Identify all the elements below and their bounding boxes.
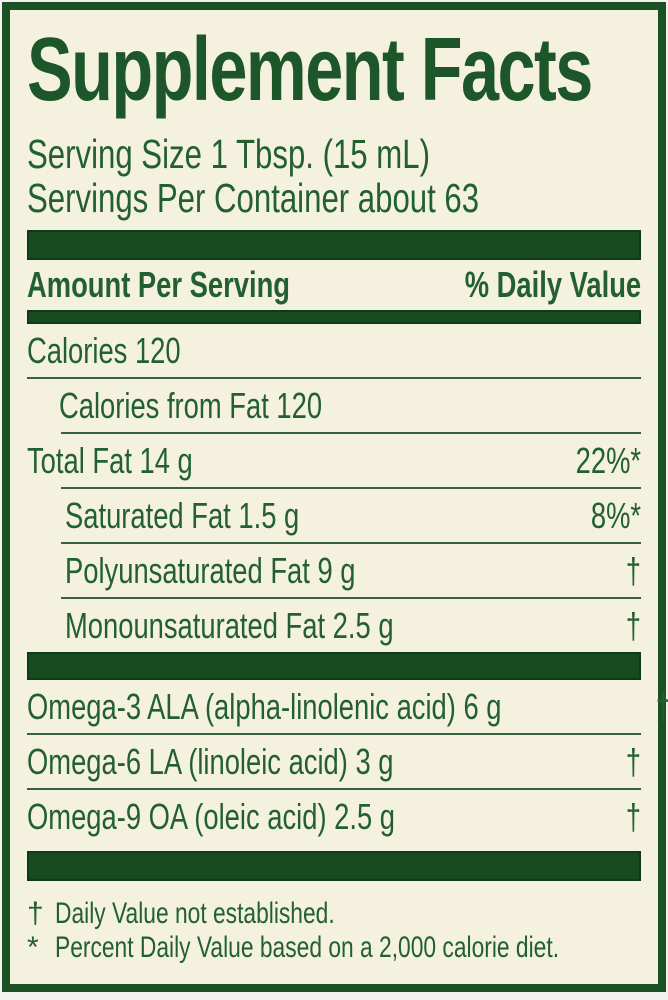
row-divider — [27, 733, 641, 735]
nutrient-row: Total Fat 14 g 22%* — [27, 434, 641, 487]
row-divider — [27, 377, 641, 379]
nutrient-value: † — [656, 686, 668, 728]
footnote-symbol: * — [27, 931, 39, 964]
row-divider — [61, 597, 641, 599]
footnote-symbol: † — [27, 897, 44, 930]
nutrient-row: Saturated Fat 1.5 g 8%* — [27, 489, 641, 542]
nutrient-row: Omega-6 LA (linoleic acid) 3 g † — [27, 735, 641, 788]
row-divider — [61, 487, 641, 489]
nutrient-name: Saturated Fat 1.5 g — [65, 494, 300, 536]
nutrient-name: Total Fat 14 g — [27, 439, 193, 481]
separator-bar-top — [27, 230, 641, 260]
footnote: * Percent Daily Value based on a 2,000 ca… — [27, 931, 641, 965]
nutrient-value: † — [625, 795, 641, 837]
footnote-text: Percent Daily Value based on a 2,000 cal… — [55, 931, 560, 964]
column-header-row: Amount Per Serving % Daily Value — [27, 260, 641, 310]
nutrient-rows: Calories 120 Calories from Fat 120 Total F… — [27, 324, 668, 881]
nutrient-value: 8%* — [590, 494, 641, 536]
servings-per-container: Servings Per Container about 63 — [27, 175, 480, 221]
separator-bar — [27, 851, 641, 881]
nutrient-name: Omega-9 OA (oleic acid) 2.5 g — [27, 795, 396, 837]
footnote: † Daily Value not established. — [27, 897, 641, 931]
nutrient-row: Calories 120 — [27, 324, 641, 377]
separator-bar-header — [27, 310, 641, 324]
nutrient-row: Omega-3 ALA (alpha-linolenic acid) 6 g † — [27, 680, 668, 733]
serving-size: Serving Size 1 Tbsp. (15 mL) — [27, 131, 430, 177]
nutrient-row: Monounsaturated Fat 2.5 g † — [27, 599, 641, 652]
amount-per-serving-header: Amount Per Serving — [27, 264, 291, 305]
footnote-text: Daily Value not established. — [55, 897, 335, 930]
nutrient-name: Omega-3 ALA (alpha-linolenic acid) 6 g — [27, 685, 502, 727]
nutrient-name: Calories from Fat 120 — [59, 384, 323, 426]
nutrient-value: 22%* — [575, 439, 641, 481]
row-divider — [61, 432, 641, 434]
separator-bar — [27, 652, 641, 680]
nutrient-row: Polyunsaturated Fat 9 g † — [27, 544, 641, 597]
nutrient-value: † — [625, 604, 641, 646]
nutrient-name: Omega-6 LA (linoleic acid) 3 g — [27, 740, 394, 782]
nutrient-value: † — [625, 549, 641, 591]
daily-value-header: % Daily Value — [464, 264, 641, 305]
nutrient-name: Polyunsaturated Fat 9 g — [65, 549, 356, 591]
nutrient-row: Calories from Fat 120 — [27, 379, 641, 432]
row-divider — [27, 788, 641, 790]
footnotes: † Daily Value not established. * Percent Da… — [27, 897, 641, 965]
nutrient-value: † — [625, 740, 641, 782]
nutrient-name: Calories 120 — [27, 329, 181, 371]
panel-title: Supplement Facts — [27, 20, 593, 120]
row-divider — [61, 542, 641, 544]
nutrient-row: Omega-9 OA (oleic acid) 2.5 g † — [27, 790, 641, 843]
nutrient-name: Monounsaturated Fat 2.5 g — [65, 604, 394, 646]
